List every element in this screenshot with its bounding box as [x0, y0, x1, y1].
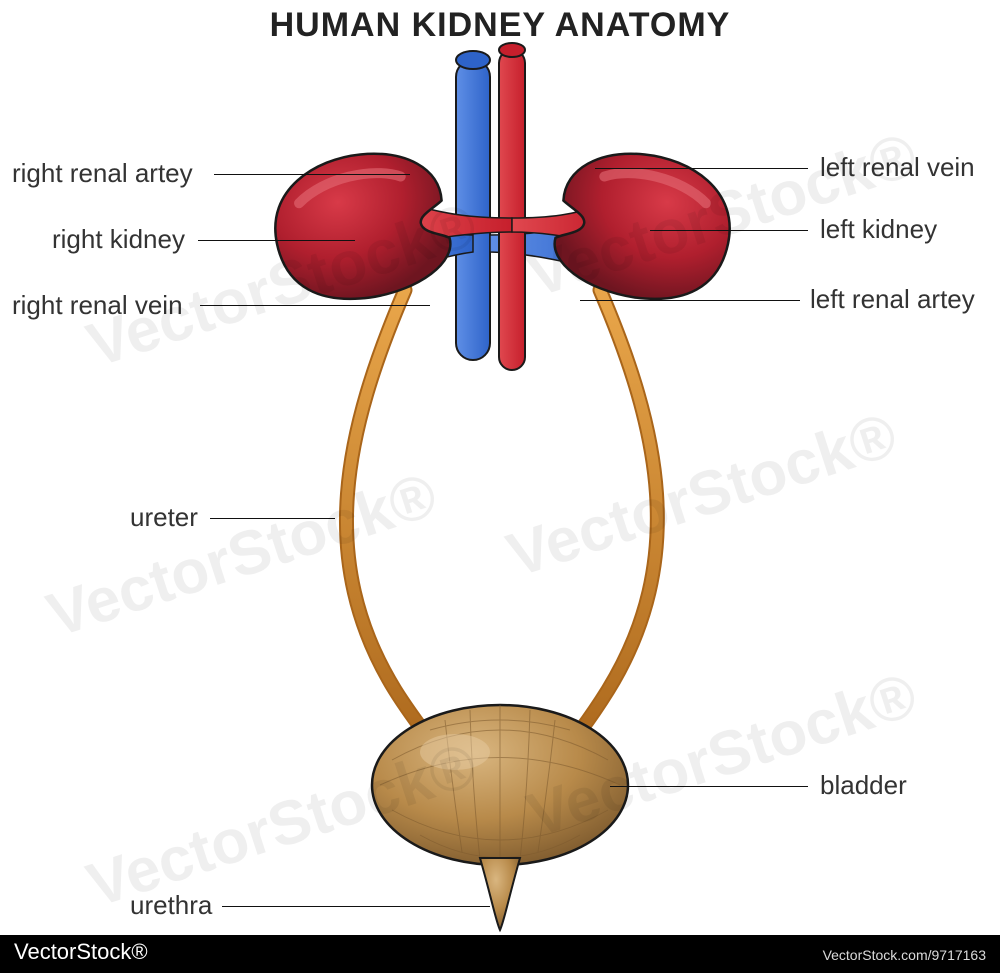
label-ureter: ureter — [130, 502, 198, 533]
footer-brand: VectorStock® — [14, 939, 148, 965]
label-right-kidney: right kidney — [52, 224, 185, 255]
leader-right-renal-artery — [214, 174, 410, 175]
label-right-renal-artery: right renal artey — [12, 158, 193, 189]
leader-left-renal-artery — [580, 300, 800, 301]
leader-ureter — [210, 518, 335, 519]
footer-id: VectorStock.com/9717163 — [823, 947, 986, 963]
bladder — [372, 705, 628, 865]
label-right-renal-vein: right renal vein — [12, 290, 183, 321]
label-urethra: urethra — [130, 890, 212, 921]
leader-right-renal-vein — [200, 305, 430, 306]
label-left-renal-vein: left renal vein — [820, 152, 975, 183]
label-bladder: bladder — [820, 770, 907, 801]
leader-left-renal-vein — [595, 168, 808, 169]
label-left-renal-artery: left renal artey — [810, 284, 975, 315]
leader-bladder — [610, 786, 808, 787]
label-left-kidney: left kidney — [820, 214, 937, 245]
aorta — [499, 43, 525, 370]
leader-urethra — [222, 906, 490, 907]
diagram-canvas: { "type": "infographic", "title": { "tex… — [0, 0, 1000, 973]
urethra — [480, 858, 520, 930]
anatomy-svg — [0, 0, 1000, 973]
leader-left-kidney — [650, 230, 808, 231]
vena-cava — [456, 51, 490, 360]
leader-right-kidney — [198, 240, 355, 241]
